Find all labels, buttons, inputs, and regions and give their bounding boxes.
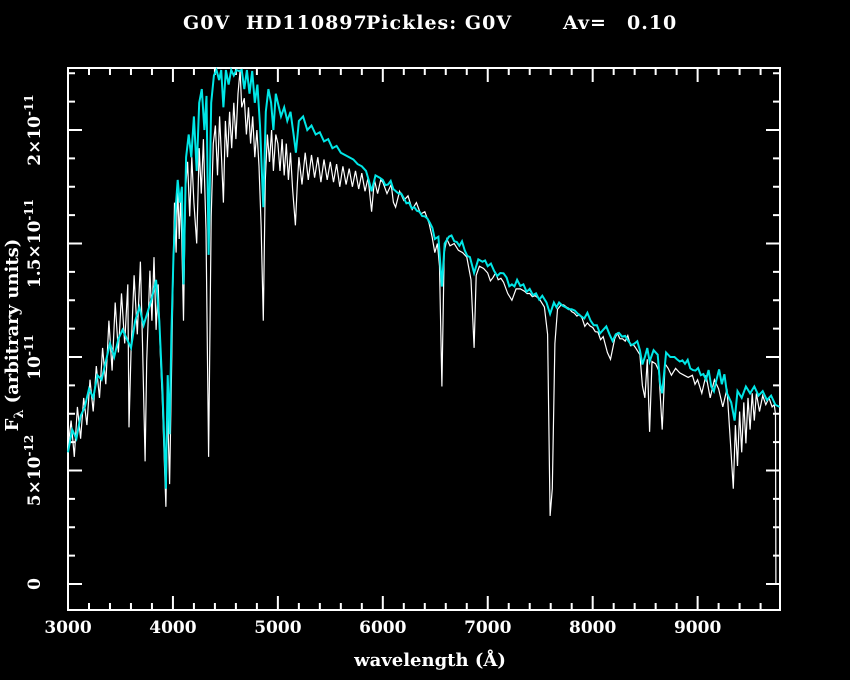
title-template-name: Pickles: G0V bbox=[366, 12, 512, 34]
y-tick-label: 10-11 bbox=[22, 334, 45, 379]
title-av-label: Av= bbox=[562, 12, 607, 34]
y-axis-label: Fλ(arbitrary units) bbox=[2, 239, 27, 432]
title-spectral-type: G0V bbox=[183, 12, 230, 34]
x-tick-label: 5000 bbox=[254, 618, 301, 638]
x-tick-label: 3000 bbox=[44, 618, 91, 638]
x-tick-label: 9000 bbox=[674, 618, 721, 638]
x-axis-label: wavelength (Å) bbox=[353, 648, 506, 671]
x-tick-label: 7000 bbox=[464, 618, 511, 638]
title-star-name: HD110897 bbox=[246, 12, 368, 34]
template-spectrum-line bbox=[67, 66, 780, 489]
x-tick-label: 4000 bbox=[149, 618, 196, 638]
y-tick-label: 0 bbox=[25, 578, 45, 590]
y-tick-label: 2×10-11 bbox=[22, 94, 45, 165]
chart-title: G0V HD110897 Pickles: G0V Av= 0.10 bbox=[183, 12, 677, 34]
y-tick-label: 1.5×10-11 bbox=[22, 199, 45, 288]
title-av-value: 0.10 bbox=[627, 12, 677, 34]
x-tick-label: 8000 bbox=[569, 618, 616, 638]
y-tick-labels: 0 5×10-12 10-11 1.5×10-11 2×10-11 bbox=[22, 94, 45, 590]
axis-ticks bbox=[67, 68, 780, 610]
x-tick-labels: 3000 4000 5000 6000 7000 8000 9000 bbox=[44, 618, 721, 638]
x-tick-label: 6000 bbox=[359, 618, 406, 638]
y-tick-label: 5×10-12 bbox=[22, 435, 45, 506]
observed-spectrum-line bbox=[67, 69, 777, 585]
